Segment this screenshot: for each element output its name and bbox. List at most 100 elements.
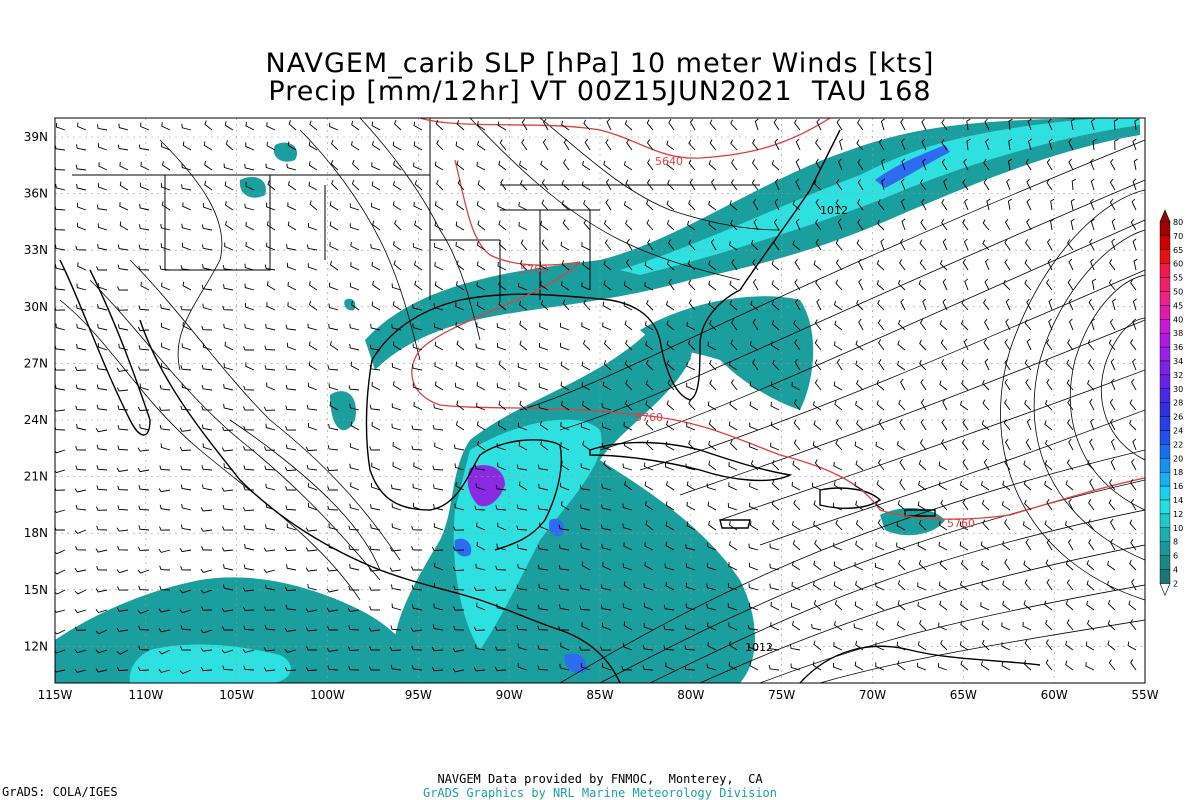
wind-barb bbox=[371, 381, 381, 391]
colorbar-label: 26 bbox=[1173, 413, 1183, 422]
wind-barb bbox=[645, 400, 654, 411]
wind-barb bbox=[139, 383, 150, 391]
wind-barb bbox=[97, 323, 108, 331]
wind-barb bbox=[1002, 580, 1011, 591]
wind-barb bbox=[55, 569, 66, 575]
wind-barb bbox=[856, 139, 864, 151]
wind-barb bbox=[452, 546, 465, 551]
wind-barb bbox=[329, 221, 339, 231]
wind-barb bbox=[728, 361, 738, 371]
wind-barb bbox=[687, 339, 696, 351]
wind-barb bbox=[1068, 138, 1074, 151]
wind-barb bbox=[537, 665, 549, 671]
wind-barb bbox=[371, 421, 381, 431]
wind-barb bbox=[307, 323, 318, 331]
wind-barb bbox=[558, 564, 570, 571]
wind-barb bbox=[645, 199, 654, 211]
wind-barb bbox=[331, 179, 339, 191]
colorbar-swatch bbox=[1159, 360, 1171, 376]
wind-barb bbox=[685, 463, 696, 471]
isobar bbox=[129, 259, 401, 561]
latitude-label: 39N bbox=[24, 130, 48, 144]
wind-barb bbox=[455, 421, 465, 431]
wind-barb bbox=[770, 421, 780, 431]
wind-barb bbox=[666, 140, 675, 151]
wind-barb bbox=[857, 119, 864, 131]
wind-barb bbox=[55, 366, 66, 371]
wind-barb bbox=[477, 140, 486, 151]
wind-barb bbox=[684, 665, 696, 671]
wind-barb bbox=[474, 644, 486, 651]
colorbar-swatch bbox=[1159, 569, 1171, 584]
wind-barb bbox=[266, 382, 276, 391]
wind-barb bbox=[793, 499, 801, 511]
wind-barb bbox=[1089, 238, 1095, 251]
longitude-label: 110W bbox=[128, 688, 163, 702]
wind-barb bbox=[455, 141, 465, 151]
wind-barb bbox=[560, 501, 570, 511]
wind-barb bbox=[1022, 521, 1032, 531]
wind-barb bbox=[243, 665, 255, 671]
wind-barb bbox=[749, 442, 759, 451]
wind-barb bbox=[75, 164, 87, 171]
colorbar-label: 28 bbox=[1173, 399, 1183, 408]
pressure-label-1012-b: 1012 bbox=[745, 641, 773, 654]
wind-barb bbox=[1130, 539, 1137, 551]
wind-barb bbox=[1129, 619, 1137, 631]
wind-barb bbox=[498, 360, 507, 371]
wind-barb bbox=[667, 379, 675, 391]
isobar bbox=[819, 619, 1145, 683]
wind-barb bbox=[96, 566, 108, 571]
wind-barb bbox=[1025, 239, 1032, 251]
wind-barb bbox=[878, 418, 885, 431]
wind-barb bbox=[96, 384, 108, 391]
wind-barb bbox=[180, 484, 192, 491]
wind-barb bbox=[326, 466, 339, 472]
wind-barb bbox=[411, 525, 423, 531]
wind-barb bbox=[560, 482, 570, 491]
wind-barb bbox=[498, 400, 507, 411]
wind-barb bbox=[161, 201, 171, 211]
wind-barb bbox=[1132, 358, 1137, 371]
wind-barb bbox=[308, 141, 318, 151]
wind-barb bbox=[329, 201, 339, 211]
wind-barb bbox=[665, 462, 675, 471]
wind-barb bbox=[159, 424, 171, 431]
wind-barb bbox=[348, 625, 360, 631]
wind-barb bbox=[201, 484, 213, 491]
wind-barb bbox=[1109, 479, 1116, 491]
wind-barb bbox=[855, 340, 864, 351]
wind-barb bbox=[833, 620, 843, 631]
wind-barb bbox=[306, 244, 318, 251]
wind-barb bbox=[1046, 339, 1053, 351]
puerto-rico bbox=[904, 509, 936, 517]
wind-barb bbox=[839, 138, 844, 151]
wind-barb bbox=[751, 179, 759, 191]
wind-barb bbox=[983, 458, 990, 471]
wind-barb bbox=[55, 306, 66, 311]
wind-barb bbox=[816, 298, 822, 311]
wind-barb bbox=[581, 361, 591, 371]
isobar bbox=[719, 369, 1145, 521]
wind-barb bbox=[644, 602, 654, 611]
wind-barb bbox=[832, 662, 843, 671]
wind-barb bbox=[581, 181, 591, 191]
wind-barb bbox=[475, 343, 486, 351]
wind-barb bbox=[982, 379, 990, 391]
wind-barb bbox=[222, 626, 234, 631]
wind-barb bbox=[95, 428, 108, 433]
wind-barb bbox=[266, 302, 276, 311]
wind-barb bbox=[412, 604, 423, 611]
wind-barb bbox=[600, 604, 612, 611]
wind-barb bbox=[921, 198, 927, 211]
wind-barb bbox=[1108, 659, 1116, 671]
wind-barb bbox=[456, 120, 465, 131]
wind-barb bbox=[538, 583, 549, 591]
wind-barb bbox=[582, 260, 591, 271]
wind-barb bbox=[982, 399, 990, 411]
wind-barb bbox=[539, 261, 549, 271]
wind-barb bbox=[96, 124, 108, 131]
precip-band-northeast-core bbox=[620, 118, 1140, 275]
wind-barb bbox=[284, 466, 297, 472]
wind-barb bbox=[200, 647, 213, 652]
